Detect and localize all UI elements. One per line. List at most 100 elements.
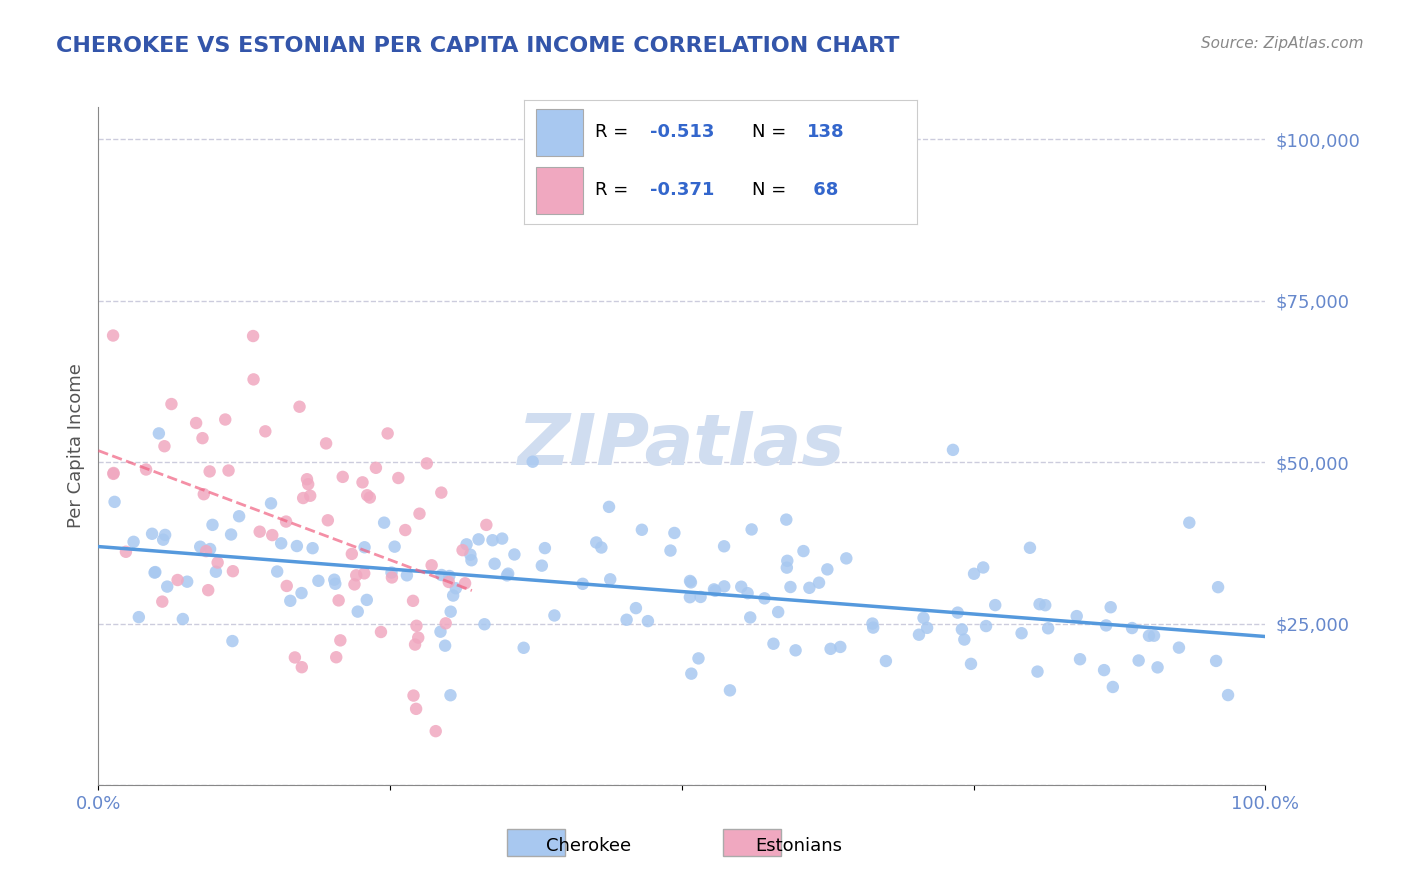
Point	[637, 614, 659, 628]
Point	[150, 594, 173, 608]
Point	[585, 535, 607, 549]
Point	[437, 574, 460, 589]
Point	[207, 556, 229, 570]
Point	[1026, 665, 1049, 679]
Point	[394, 523, 416, 537]
Point	[122, 534, 145, 549]
Point	[291, 660, 314, 674]
Point	[425, 724, 447, 739]
Point	[406, 631, 429, 645]
Point	[278, 594, 301, 608]
Point	[830, 640, 852, 654]
Point	[381, 570, 404, 584]
Point	[420, 558, 443, 573]
Text: CHEROKEE VS ESTONIAN PER CAPITA INCOME CORRELATION CHART: CHEROKEE VS ESTONIAN PER CAPITA INCOME C…	[56, 36, 900, 55]
Point	[387, 471, 409, 485]
Point	[384, 540, 406, 554]
Point	[960, 657, 983, 671]
Text: N =: N =	[752, 181, 792, 200]
Point	[135, 462, 157, 476]
Point	[1101, 680, 1123, 694]
Point	[946, 606, 969, 620]
Text: Source: ZipAtlas.com: Source: ZipAtlas.com	[1201, 36, 1364, 51]
Point	[103, 466, 125, 480]
Point	[325, 650, 347, 665]
Point	[704, 583, 727, 598]
Point	[474, 617, 496, 632]
Point	[808, 575, 831, 590]
Point	[439, 569, 461, 583]
Point	[323, 576, 346, 591]
Point	[103, 495, 125, 509]
Point	[329, 633, 352, 648]
Point	[156, 580, 179, 594]
Point	[950, 623, 973, 637]
Point	[370, 625, 392, 640]
Text: Estonians: Estonians	[755, 837, 842, 855]
Point	[776, 554, 799, 568]
Point	[193, 487, 215, 501]
Point	[430, 568, 453, 582]
Point	[1128, 653, 1150, 667]
Point	[214, 412, 236, 426]
Point	[456, 537, 478, 551]
Point	[1028, 597, 1050, 611]
Point	[534, 541, 557, 555]
Point	[402, 689, 425, 703]
Point	[481, 533, 503, 548]
Point	[779, 580, 801, 594]
Point	[343, 577, 366, 591]
Text: ZIPatlas: ZIPatlas	[519, 411, 845, 481]
Point	[820, 641, 842, 656]
Point	[266, 565, 288, 579]
Point	[356, 488, 378, 502]
Point	[689, 590, 711, 604]
Point	[228, 509, 250, 524]
Point	[762, 637, 785, 651]
Point	[242, 329, 264, 343]
Point	[713, 539, 735, 553]
Point	[1137, 629, 1160, 643]
Point	[974, 619, 997, 633]
Point	[1143, 629, 1166, 643]
Point	[491, 532, 513, 546]
Point	[740, 610, 762, 624]
Point	[222, 564, 245, 578]
Point	[530, 558, 553, 573]
Point	[408, 507, 430, 521]
Point	[191, 431, 214, 445]
Point	[1019, 541, 1042, 555]
Point	[664, 525, 686, 540]
Point	[1168, 640, 1191, 655]
Point	[288, 400, 311, 414]
Point	[176, 574, 198, 589]
Point	[454, 576, 477, 591]
Point	[103, 467, 125, 481]
Text: R =: R =	[595, 181, 634, 200]
Text: Cherokee: Cherokee	[546, 837, 631, 855]
Point	[429, 624, 451, 639]
Point	[356, 593, 378, 607]
Point	[219, 527, 242, 541]
Point	[439, 688, 461, 702]
Point	[285, 539, 308, 553]
Point	[284, 650, 307, 665]
Point	[344, 568, 367, 582]
Point	[373, 516, 395, 530]
Point	[912, 611, 935, 625]
Point	[430, 485, 453, 500]
Point	[718, 683, 741, 698]
Point	[276, 579, 298, 593]
Point	[364, 460, 387, 475]
Point	[323, 573, 346, 587]
Point	[512, 640, 534, 655]
Point	[785, 643, 807, 657]
Point	[754, 591, 776, 606]
Point	[503, 548, 526, 562]
Point	[143, 566, 166, 580]
Point	[201, 517, 224, 532]
Point	[143, 565, 166, 579]
Point	[460, 553, 482, 567]
Text: N =: N =	[752, 123, 792, 141]
Point	[1036, 621, 1059, 635]
